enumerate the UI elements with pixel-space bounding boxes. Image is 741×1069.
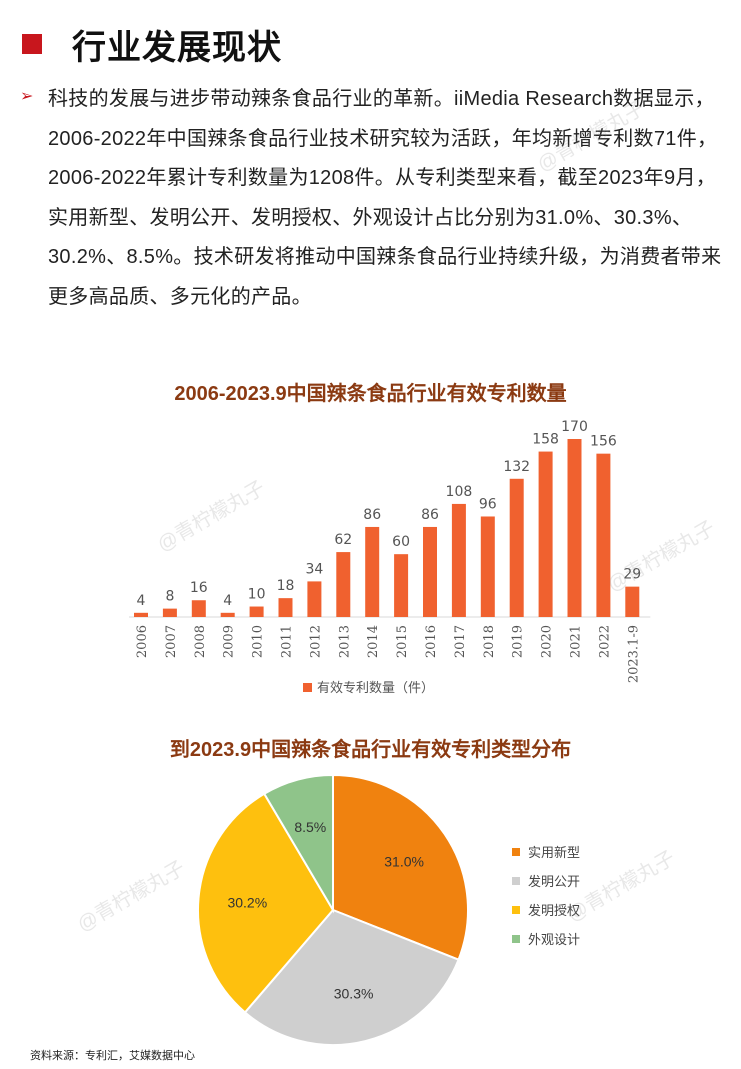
x-tick-label: 2022 [597, 625, 612, 658]
bar [538, 451, 553, 617]
bar [365, 526, 380, 617]
bar-chart: 4 2006 8 2007 16 2008 4 2009 10 2010 18 2011 34 2012 6… [129, 419, 651, 695]
x-tick-label: 2006 [135, 625, 150, 658]
arrow-right-icon: ➢ [20, 88, 34, 105]
data-label: 158 [532, 432, 559, 448]
data-label: 4 [223, 593, 232, 609]
data-label: 18 [277, 578, 295, 594]
bar [480, 516, 495, 617]
x-tick-label: 2017 [453, 625, 468, 658]
bar [394, 554, 409, 617]
legend-label: 发明公开 [528, 874, 580, 889]
data-label: 108 [446, 484, 473, 500]
slice-label: 31.0% [384, 854, 424, 870]
x-tick-label: 2014 [366, 625, 381, 658]
slice-label: 8.5% [294, 819, 326, 835]
legend-swatch [512, 877, 520, 885]
legend-swatch [512, 935, 520, 943]
source-note: 资料来源：专利汇，艾媒数据中心 [30, 1050, 195, 1062]
bar [191, 600, 206, 617]
x-tick-label: 2010 [251, 625, 266, 658]
data-label: 29 [623, 567, 641, 583]
bar [596, 453, 611, 617]
legend-label: 发明授权 [528, 903, 580, 918]
section-header: 行业发展现状 [22, 18, 282, 70]
x-tick-label: 2013 [337, 625, 352, 658]
intro-text: 科技的发展与进步带动辣条食品行业的革新。iiMedia Research数据显示… [48, 88, 722, 308]
data-label: 4 [137, 593, 146, 609]
x-tick-label: 2011 [280, 625, 295, 658]
bar [249, 606, 264, 617]
data-label: 156 [590, 434, 617, 450]
x-tick-label: 2020 [540, 625, 555, 658]
pie-slice [197, 792, 335, 1014]
bar [278, 598, 293, 617]
pie-slice [332, 773, 469, 961]
data-label: 86 [363, 507, 381, 523]
intro-paragraph: ➢ 科技的发展与进步带动辣条食品行业的革新。iiMedia Research数据… [20, 80, 735, 317]
bar [509, 478, 524, 617]
bar [134, 612, 148, 617]
bar [567, 439, 582, 617]
bar [451, 503, 466, 617]
data-label: 34 [305, 561, 323, 577]
x-tick-label: 2018 [482, 625, 497, 658]
data-label: 86 [421, 507, 439, 523]
legend-label: 实用新型 [528, 845, 580, 860]
x-tick-label: 2019 [511, 625, 526, 658]
legend-swatch [512, 848, 520, 856]
legend-label: 外观设计 [528, 932, 580, 947]
data-label: 8 [165, 589, 174, 605]
x-tick-label: 2007 [164, 625, 179, 658]
data-label: 170 [561, 419, 588, 435]
x-tick-label: 2015 [395, 625, 410, 658]
data-label: 132 [503, 459, 530, 475]
x-tick-label: 2016 [424, 625, 439, 658]
x-tick-label: 2009 [222, 625, 237, 658]
bar-chart-title: 2006-2023.9中国辣条食品行业有效专利数量 [174, 383, 567, 405]
x-tick-label: 2008 [193, 625, 208, 658]
bar [307, 581, 322, 617]
page-title: 行业发展现状 [72, 28, 282, 67]
x-tick-label: 2012 [308, 625, 323, 658]
legend-label: 有效专利数量（件） [317, 680, 434, 695]
legend-swatch [512, 906, 520, 914]
slice-label: 30.2% [227, 894, 267, 910]
data-label: 60 [392, 534, 410, 550]
bar [625, 586, 640, 617]
bar [423, 526, 437, 617]
bar [220, 612, 235, 617]
red-square-icon [22, 34, 42, 54]
slice-label: 30.3% [334, 985, 374, 1001]
data-label: 96 [479, 496, 497, 512]
data-label: 62 [334, 532, 352, 548]
data-label: 10 [248, 587, 266, 603]
pie-slice [243, 908, 460, 1046]
pie-slice [262, 773, 334, 914]
data-label: 16 [190, 580, 208, 596]
legend-swatch [303, 683, 312, 692]
bar [336, 552, 351, 617]
pie-chart-title: 到2023.9中国辣条食品行业有效专利类型分布 [169, 739, 572, 761]
x-tick-label: 2021 [569, 625, 584, 658]
x-tick-label: 2023.1-9 [626, 625, 641, 683]
bar [162, 608, 177, 617]
